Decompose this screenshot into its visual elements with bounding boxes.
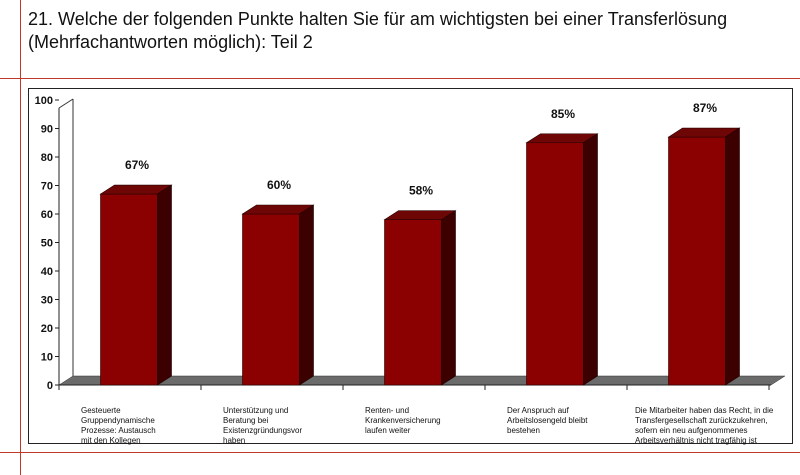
x-category-label-line: Existenzgründungsvor	[223, 426, 303, 435]
x-category-label-line: Unterstützung und	[223, 406, 289, 415]
y-tick-label: 30	[41, 295, 53, 307]
bar-data-label: 85%	[551, 107, 575, 121]
x-category-label: Gesteuerte Gruppendynamische Prozesse: Aus…	[81, 406, 199, 446]
chart-title-line-2: (Mehrfachantworten möglich): Teil 2	[28, 32, 313, 52]
bar-side	[583, 133, 598, 386]
y-tick-label: 70	[41, 181, 53, 193]
y-tick-label: 0	[47, 380, 53, 392]
bar-chart: 0 10 20 30 40 50 60 70 80 90 100 67% 60% 58% 85% 87%	[35, 95, 786, 392]
x-category-label-line: Der Anspruch auf	[507, 406, 569, 415]
y-tick-label: 40	[41, 266, 53, 278]
x-category-label-line: Krankenversicherung	[365, 416, 441, 425]
bar-side	[157, 184, 172, 386]
x-category-label-line: laufen weiter	[365, 426, 411, 435]
bar-data-label: 67%	[125, 158, 149, 172]
bar-front	[668, 136, 726, 386]
y-tick-label: 50	[41, 238, 53, 250]
x-category-label-line: Gruppendynamische	[81, 416, 155, 425]
x-category-label-line: Gesteuerte	[81, 406, 121, 415]
chart-title: 21. Welche der folgenden Punkte halten S…	[28, 8, 793, 54]
y-tick-label: 10	[41, 352, 53, 364]
bar-front	[526, 142, 584, 386]
x-category-label-line: sofern ein neu aufgenommenes	[635, 426, 748, 435]
chart-frame: 0 10 20 30 40 50 60 70 80 90 100 67% 60% 58% 85% 87% Ge…	[28, 88, 793, 446]
x-category-label-line: haben	[223, 436, 246, 445]
x-category-label-line: Transfergesellschaft zurückzukehren,	[635, 416, 768, 425]
x-category-label-line: Renten- und	[365, 406, 410, 415]
x-category-label: Die Mitarbeiter haben das Recht, in die T…	[635, 406, 775, 446]
x-category-label-line: bestehen	[507, 426, 540, 435]
y-tick-label: 80	[41, 152, 53, 164]
bar-front	[100, 193, 158, 386]
bar-side	[441, 210, 456, 386]
chart-axis-top-edge	[58, 98, 74, 109]
x-category-label-line: Arbeitslosengeld bleibt	[507, 416, 588, 425]
chart-title-line-1: 21. Welche der folgenden Punkte halten S…	[28, 9, 728, 29]
bar-front	[242, 213, 300, 386]
y-tick-label: 20	[41, 323, 53, 335]
bar-front	[384, 219, 442, 386]
bar-side	[725, 127, 740, 386]
y-tick-label: 90	[41, 124, 53, 136]
x-category-label: Der Anspruch auf Arbeitslosengeld bleibt b…	[507, 406, 625, 436]
y-tick-label: 60	[41, 209, 53, 221]
y-tick-label: 100	[35, 95, 53, 107]
bar-data-label: 58%	[409, 184, 433, 198]
bar-side	[299, 204, 314, 386]
page-rule-bottom	[0, 452, 800, 453]
x-category-label: Renten- und Krankenversicherung laufen wei…	[365, 406, 483, 436]
x-category-label-line: mit den Kollegen	[81, 436, 141, 445]
x-category-label-line: Beratung bei	[223, 416, 269, 425]
bar-data-label: 60%	[267, 178, 291, 192]
page-rule-top	[0, 78, 800, 79]
x-category-label-line: Prozesse: Austausch	[81, 426, 156, 435]
x-category-label-line: Arbeitsverhältnis nicht tragfähig ist	[635, 436, 757, 445]
bar-data-label: 87%	[693, 101, 717, 115]
x-category-label-line: Die Mitarbeiter haben das Recht, in die	[635, 406, 774, 415]
page-rule-vertical	[20, 0, 21, 475]
x-category-label: Unterstützung und Beratung bei Existenzgrü…	[223, 406, 341, 446]
